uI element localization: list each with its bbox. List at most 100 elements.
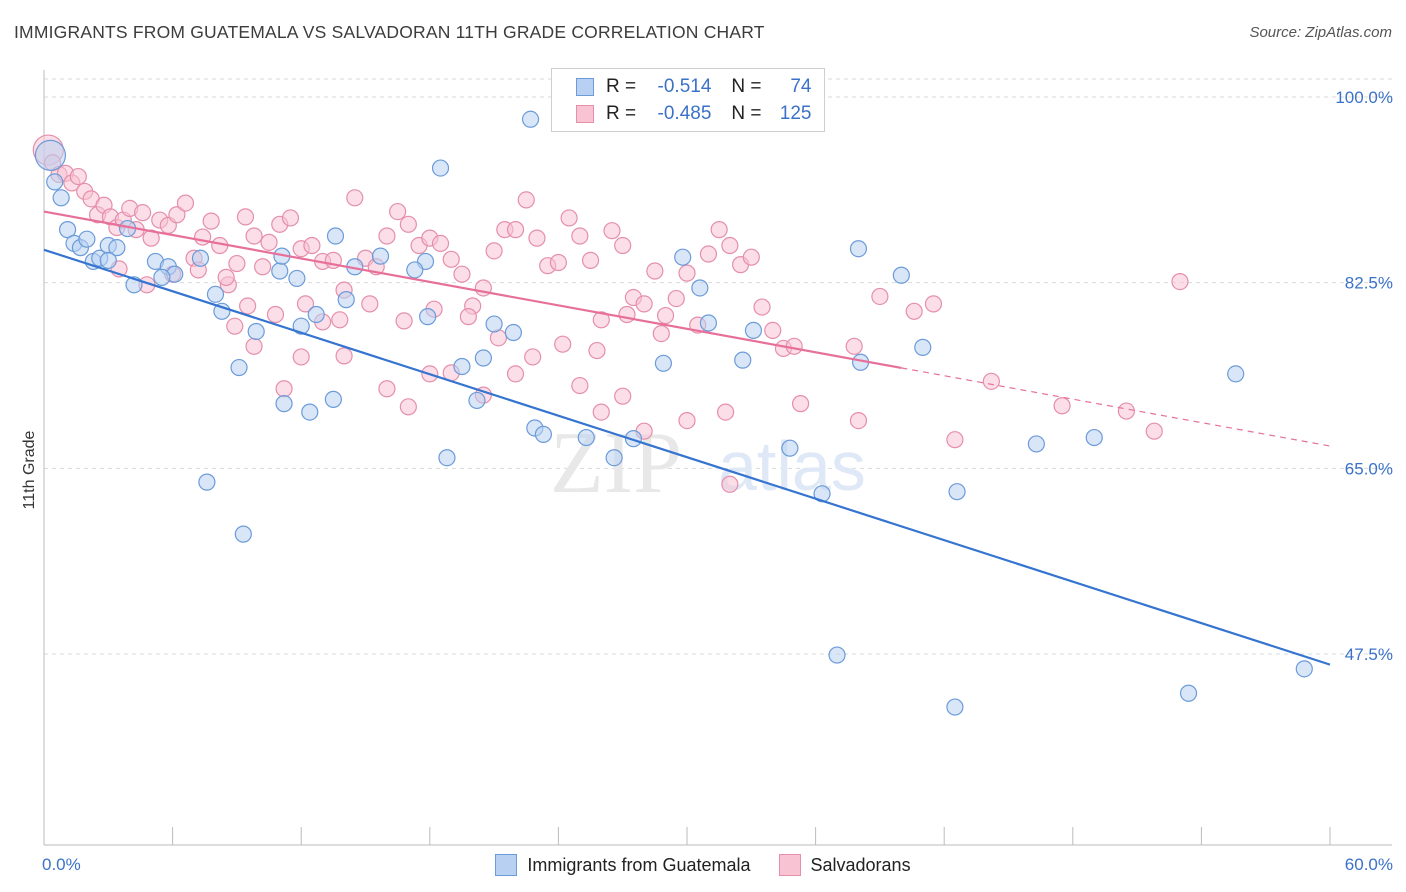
salvadoran-point [742,248,760,266]
salvadoran-point [678,411,696,430]
guatemala-point [431,159,450,177]
guatemala-point [699,314,718,332]
salvadoran-point [581,251,600,269]
salvadoran-point [399,215,417,233]
salvadoran-point [176,194,195,212]
r-value: -0.485 [657,103,712,124]
legend-item-guatemala[interactable]: Immigrants from Guatemala [495,854,751,876]
guatemala-point [892,266,910,284]
salvadoran-point [845,337,863,355]
legend-swatch-blue [495,854,518,876]
guatemala-point [468,391,486,410]
salvadoran-point [721,236,739,255]
n-value: 74 [790,76,812,97]
r-label: R = [606,103,637,124]
salvadoran-point [614,236,632,255]
salvadoran-point [292,348,310,366]
guatemala-point [691,279,709,297]
guatemala-point [108,239,126,257]
guatemala-point [230,358,248,377]
guatemala-point [521,110,540,128]
guatemala-point [946,698,964,716]
salvadoran-point [1171,273,1189,291]
guatemala-point [744,321,763,340]
salvadoran-point [245,337,263,355]
guatemala-point [371,247,390,265]
salvadoran-point [194,228,212,246]
guatemala-point [326,227,345,245]
salvadoran-point [753,298,771,316]
salvadoran-point [389,202,407,221]
n-value: 125 [779,103,812,124]
guatemala-point [324,390,342,408]
r-value: -0.514 [657,76,712,97]
salvadoran-point [378,227,396,245]
salvadoran-point [524,348,542,366]
salvadoran-point [764,321,782,340]
guatemala-point [674,248,692,266]
salvadoran-point [571,227,589,245]
salvadoran-point [1053,397,1071,415]
guatemala-point [198,473,216,491]
salvadoran-point [635,295,653,313]
guatemala-trend-line [43,248,1331,666]
guatemala-point [34,139,67,171]
salvadoran-point [716,403,735,421]
y-tick-label: 100.0% [1335,88,1393,107]
salvadoran-point [528,229,546,247]
salvadoran-point [571,376,589,395]
guatemala-point [1027,435,1045,453]
salvadoran-point [346,189,364,207]
guatemala-point [781,439,799,457]
guatemala-point [654,354,673,372]
guatemala-point [734,351,752,369]
salvadoran-point [678,264,696,282]
salvadoran-point [399,398,417,416]
salvadoran-point [254,258,272,276]
y-tick-label: 82.5% [1345,274,1393,293]
salvadoran-point [69,167,87,186]
guatemala-point [307,305,325,324]
salvadoran-point [506,221,525,239]
guatemala-point [58,221,77,239]
salvadoran-point [281,209,300,227]
salvadoran-point [618,305,636,324]
guatemala-point [474,349,492,367]
guatemala-point [288,269,306,288]
salvadoran-point [236,208,255,226]
guatemala-point [234,525,252,543]
salvadoran-point [699,245,718,263]
y-tick-label: 47.5% [1345,645,1393,664]
salvadoran-point [168,206,186,224]
salvadoran-point [395,312,413,330]
salvadoran-point [1145,422,1163,440]
guatemala-point [1179,684,1198,702]
salvadoran-point [592,403,610,421]
salvadoran-point [560,209,578,227]
salvadoran-point [946,431,964,449]
legend-label: Immigrants from Guatemala [527,854,751,875]
salvadoran-point [1117,402,1135,420]
salvadoran-point [652,324,670,343]
salvadoran-point [335,347,353,365]
guatemala-point [624,430,643,448]
legend-row-guatemala: R = -0.514 N = 74 [576,73,812,101]
salvadoran-point [517,191,535,209]
salvadoran-point [849,411,868,430]
salvadoran-point [202,212,220,230]
legend-item-salvadorans[interactable]: Salvadorans [778,854,911,876]
guatemala-point [1227,365,1245,383]
legend-swatch-pink [576,105,594,123]
salvadoran-point [275,380,293,398]
salvadoran-point [646,262,664,280]
chart-title: IMMIGRANTS FROM GUATEMALA VS SALVADORAN … [14,22,765,42]
salvadoran-point [133,204,152,222]
salvadoran-point [245,227,263,245]
salvadoran-point [331,311,349,329]
salvadoran-point [506,365,525,383]
guatemala-point [1085,428,1103,447]
salvadoran-point [303,236,321,255]
salvadoran-point [549,253,568,272]
guatemala-point [605,449,623,467]
